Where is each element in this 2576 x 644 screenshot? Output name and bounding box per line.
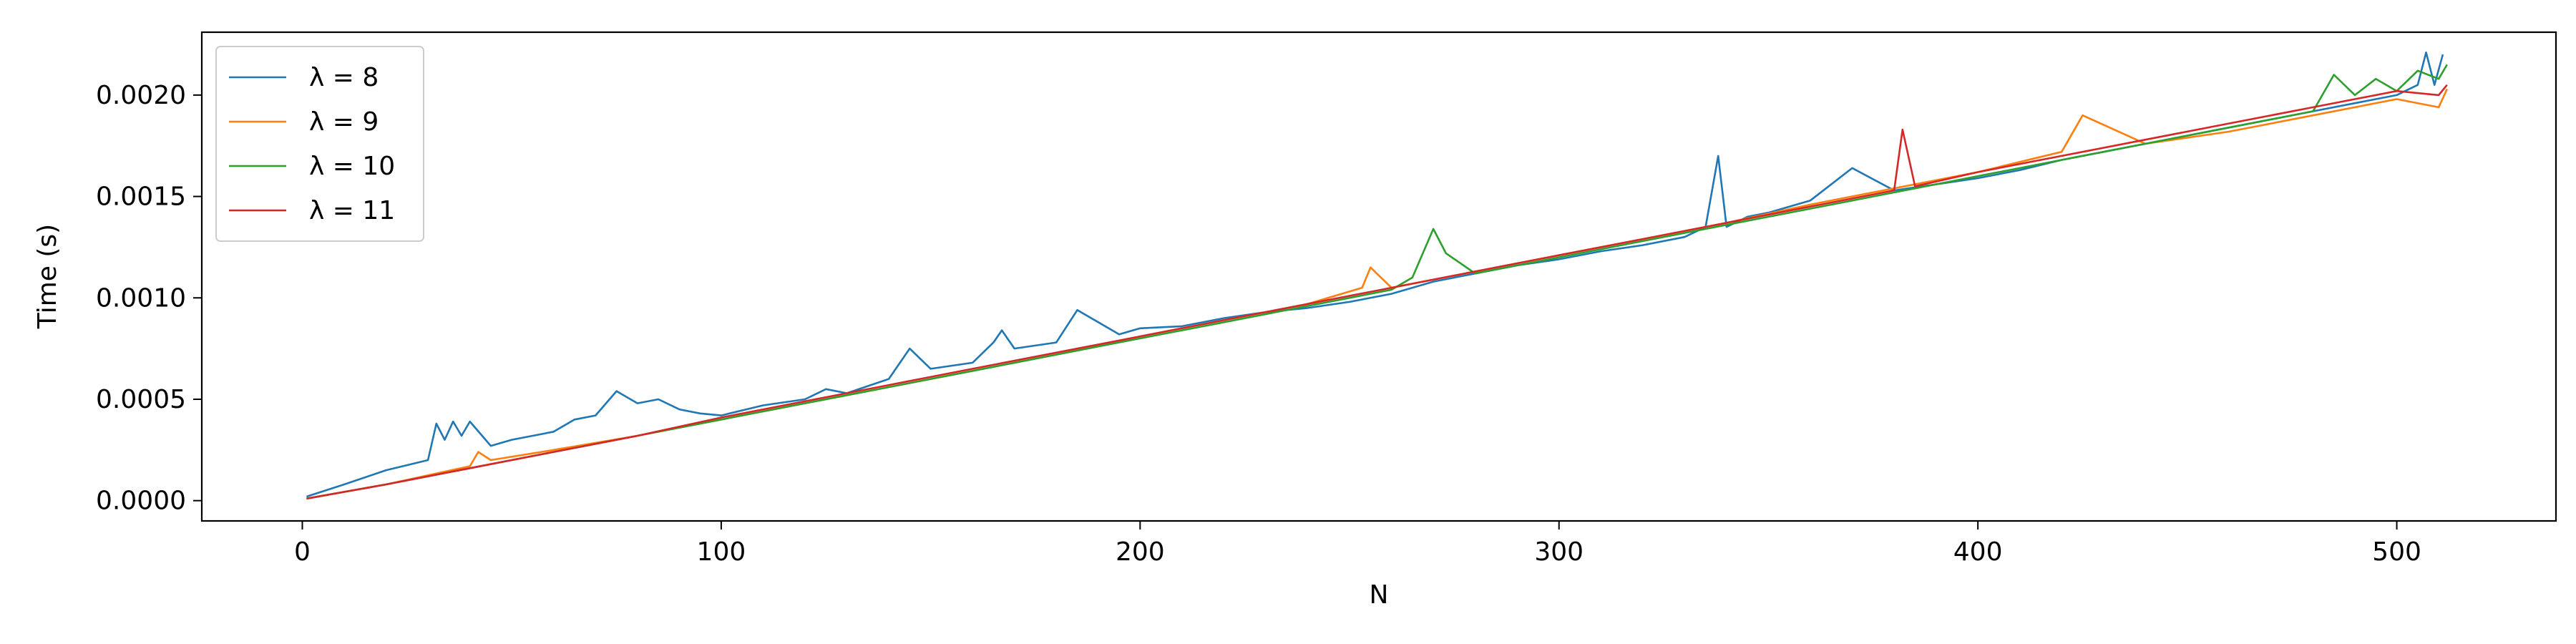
legend-label: λ = 9 [309, 107, 379, 137]
x-tick-label: 0 [294, 537, 311, 567]
legend-label: λ = 11 [309, 196, 395, 225]
y-axis-ticks: 0.0000 0.0005 0.0010 0.0015 0.0020 [96, 81, 202, 516]
series-line-1 [306, 88, 2448, 500]
x-tick-label: 500 [2372, 537, 2421, 567]
x-axis-label: N [1370, 580, 1389, 610]
y-tick-label: 0.0005 [96, 385, 186, 414]
x-tick-label: 100 [697, 537, 746, 567]
x-tick-label: 300 [1534, 537, 1584, 567]
x-tick-label: 400 [1953, 537, 2003, 567]
y-tick-label: 0.0000 [96, 487, 186, 516]
series-line-3 [306, 84, 2448, 500]
y-axis-label: Time (s) [33, 224, 62, 329]
x-axis-ticks: 0 100 200 300 400 500 [294, 521, 2421, 567]
x-tick-label: 200 [1116, 537, 1165, 567]
legend-label: λ = 8 [309, 63, 379, 92]
y-tick-label: 0.0010 [96, 283, 186, 313]
legend-label: λ = 10 [309, 152, 395, 181]
legend-box [215, 46, 424, 242]
legend: λ = 8 λ = 9 λ = 10 λ = 11 [215, 46, 424, 242]
plot-lines [306, 52, 2448, 500]
y-tick-label: 0.0015 [96, 182, 186, 212]
series-line-2 [306, 64, 2448, 500]
plot-frame [200, 31, 2557, 522]
y-tick-label: 0.0020 [96, 81, 186, 110]
